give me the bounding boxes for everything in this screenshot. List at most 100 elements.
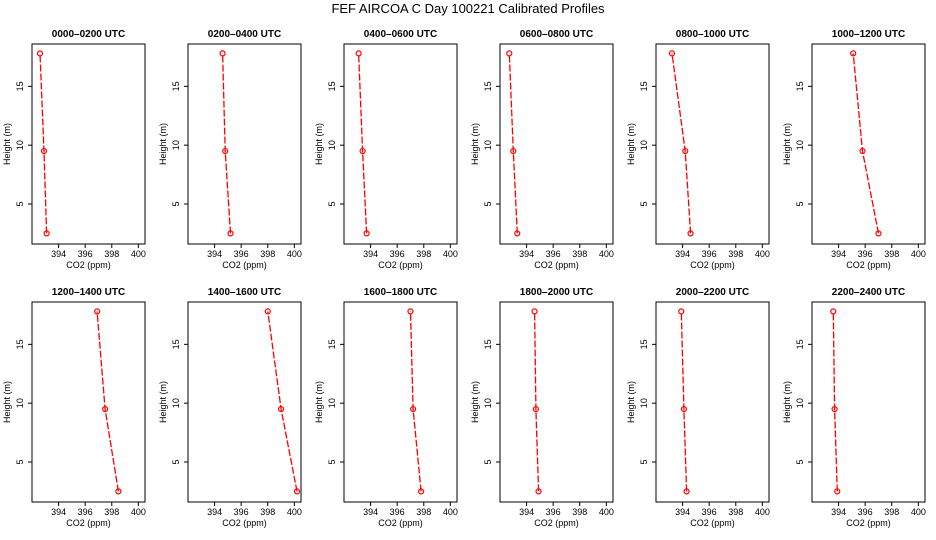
panel-9-title: 1600–1800 UTC — [364, 287, 437, 298]
panel-10-point — [535, 488, 542, 495]
panel-7-ylabel: Height (m) — [2, 381, 12, 423]
panel-5-frame — [655, 43, 770, 245]
panel-2-frame — [187, 43, 302, 245]
panel-10-xtick-label: 396 — [546, 507, 561, 517]
panel-5-ytick-label: 5 — [639, 201, 649, 206]
panel-11-ytick-label: 5 — [639, 459, 649, 464]
panel-6-profile-line — [852, 53, 880, 234]
panel-10-point — [531, 308, 538, 315]
panel-4-xtick-label: 396 — [546, 249, 561, 259]
panel-11-xtick-label: 398 — [728, 507, 743, 517]
panel-9-ytick-label: 10 — [327, 398, 337, 408]
panel-2-ytick-label: 5 — [171, 201, 181, 206]
panel-3-profile-line — [357, 53, 368, 234]
panel-11-profile-line — [680, 311, 688, 492]
panel-5-ytick-label: 15 — [639, 81, 649, 91]
panel-10-frame — [499, 301, 614, 503]
panel-12-xtick-label: 398 — [884, 507, 899, 517]
panel-9-frame — [343, 301, 458, 503]
panel-10-ytick-label: 15 — [483, 339, 493, 349]
panel-12-xtick-label: 394 — [831, 507, 846, 517]
panel-3-xtick-label: 398 — [416, 249, 431, 259]
panel-7-xtick-label: 396 — [78, 507, 93, 517]
panel-7-profile-line — [96, 311, 120, 492]
panel-10-xlabel: CO2 (ppm) — [534, 518, 579, 528]
panel-1-profile-line — [39, 53, 48, 234]
panel-8-profile-line — [267, 311, 298, 492]
panel-6-ylabel: Height (m) — [782, 123, 792, 165]
panel-6-point — [875, 230, 882, 237]
panel-6-xtick-label: 398 — [884, 249, 899, 259]
panel-9-xtick-label: 398 — [416, 507, 431, 517]
panel-2-profile-line — [221, 53, 232, 234]
panel-8-xtick-label: 396 — [234, 507, 249, 517]
panel-3-ytick-label: 5 — [327, 201, 337, 206]
panel-1-xtick-label: 394 — [51, 249, 66, 259]
panel-8-point — [264, 308, 271, 315]
panel-11-frame — [655, 301, 770, 503]
panel-3-point — [363, 230, 370, 237]
panel-3-ytick-label: 10 — [327, 140, 337, 150]
panel-1-frame — [31, 43, 146, 245]
panel-5-point — [668, 50, 676, 57]
panel-12-xlabel: CO2 (ppm) — [846, 518, 891, 528]
panel-7-xtick-label: 400 — [131, 507, 146, 517]
panel-11-point — [683, 488, 690, 495]
panel-11-xtick-label: 394 — [675, 507, 690, 517]
panel-1-point — [36, 50, 44, 57]
panel-10-ytick-label: 5 — [483, 459, 493, 464]
panel-3-xtick-label: 400 — [443, 249, 458, 259]
panel-8-ylabel: Height (m) — [158, 381, 168, 423]
panel-12-ytick-label: 10 — [795, 398, 805, 408]
panel-7-xlabel: CO2 (ppm) — [66, 518, 111, 528]
panel-3-title: 0400–0600 UTC — [364, 29, 437, 40]
panel-6-ytick-label: 10 — [795, 140, 805, 150]
panel-5-point — [682, 147, 689, 155]
panel-1-xtick-label: 398 — [104, 249, 119, 259]
panel-10-xtick-label: 398 — [572, 507, 587, 517]
panel-1-ytick-label: 15 — [15, 81, 25, 91]
panel-10-ytick-label: 10 — [483, 398, 493, 408]
panel-2-point — [222, 147, 229, 155]
panel-5-xtick-label: 398 — [728, 249, 743, 259]
panel-5-xtick-label: 394 — [675, 249, 690, 259]
panel-7-title: 1200–1400 UTC — [52, 287, 125, 298]
panel-4-xtick-label: 398 — [572, 249, 587, 259]
panel-5-ytick-label: 10 — [639, 140, 649, 150]
panel-2-point — [227, 230, 234, 237]
panel-8-point — [293, 488, 301, 495]
panel-12-ytick-label: 5 — [795, 459, 805, 464]
panel-6-ytick-label: 15 — [795, 81, 805, 91]
panel-6-xtick-label: 396 — [858, 249, 873, 259]
panel-6-frame — [811, 43, 926, 245]
panel-7-point — [94, 308, 101, 315]
panel-6-xtick-label: 394 — [831, 249, 846, 259]
panel-1-xlabel: CO2 (ppm) — [66, 260, 111, 270]
panel-10-ylabel: Height (m) — [470, 381, 480, 423]
panel-10-profile-line — [533, 311, 540, 492]
panel-11-point — [680, 405, 688, 413]
panel-11-xtick-label: 396 — [702, 507, 717, 517]
panel-12-ylabel: Height (m) — [782, 381, 792, 423]
panel-8-ytick-label: 15 — [171, 339, 181, 349]
panel-5-ylabel: Height (m) — [626, 123, 636, 165]
panel-12-point — [830, 308, 837, 315]
panel-2-ytick-label: 10 — [171, 140, 181, 150]
panel-4-profile-line — [508, 53, 518, 234]
panel-7-ytick-label: 15 — [15, 339, 25, 349]
panel-4-xlabel: CO2 (ppm) — [534, 260, 579, 270]
panel-3-ylabel: Height (m) — [314, 123, 324, 165]
panel-4-point — [506, 50, 513, 57]
panel-8-frame — [187, 301, 302, 503]
panel-1-xtick-label: 396 — [78, 249, 93, 259]
panel-9-ylabel: Height (m) — [314, 381, 324, 423]
panel-11-ytick-label: 10 — [639, 398, 649, 408]
panel-7-point — [102, 405, 109, 413]
panel-2-title: 0200–0400 UTC — [208, 29, 281, 40]
panel-9-ytick-label: 5 — [327, 459, 337, 464]
panel-9-ytick-label: 15 — [327, 339, 337, 349]
panel-6-title: 1000–1200 UTC — [832, 29, 905, 40]
panel-10-xtick-label: 400 — [599, 507, 614, 517]
panel-3-ytick-label: 15 — [327, 81, 337, 91]
